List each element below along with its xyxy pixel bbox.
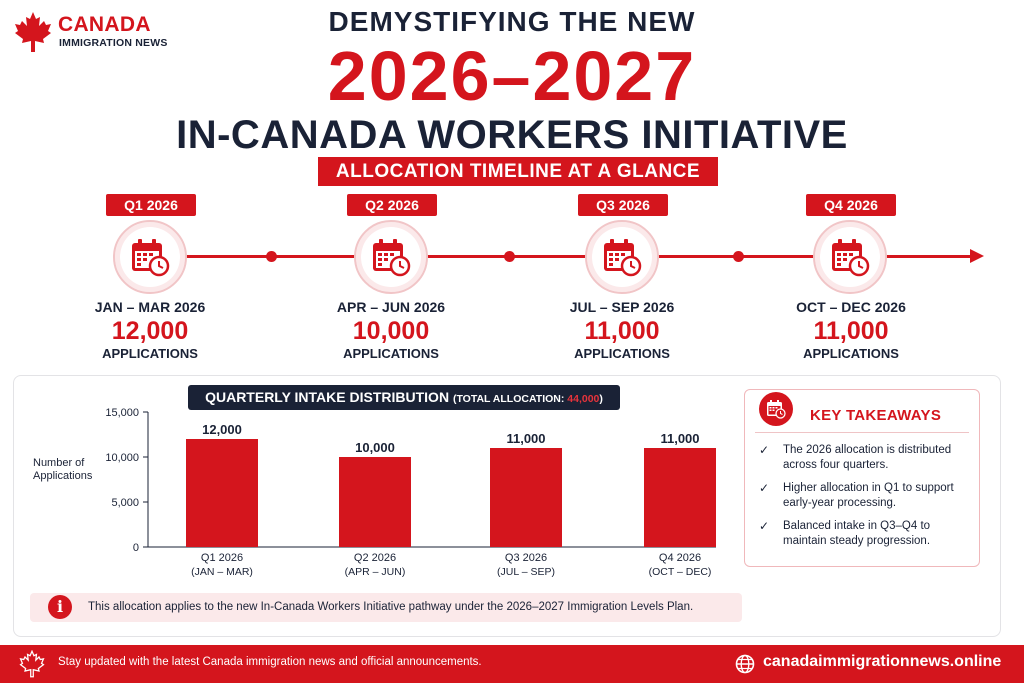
info-icon: i xyxy=(48,595,72,619)
quarter-range-q4: OCT – DEC 2026 xyxy=(796,299,906,315)
quarter-unit-q4: APPLICATIONS xyxy=(803,346,899,361)
maple-leaf-outline-icon xyxy=(19,650,45,678)
subtitle-banner: ALLOCATION TIMELINE AT A GLANCE xyxy=(318,157,718,186)
brand-subtitle: IMMIGRATION NEWS xyxy=(59,37,168,49)
headline-years: 2026–2027 xyxy=(327,37,697,115)
x-category-label: Q2 2026 xyxy=(354,552,396,564)
y-tick-label: 10,000 xyxy=(105,452,139,464)
y-ticks: 0 5,000 10,000 15,000 xyxy=(105,407,148,554)
bar-value-label: 12,000 xyxy=(202,422,242,437)
timeline-dot xyxy=(504,251,515,262)
quarter-range-q3: JUL – SEP 2026 xyxy=(569,299,675,315)
check-icon: ✓ xyxy=(759,481,770,495)
takeaway-line: Higher allocation in Q1 to support xyxy=(783,482,954,494)
timeline-arrow-icon xyxy=(970,249,984,263)
y-tick-label: 0 xyxy=(133,542,139,554)
quarter-calendar-q2 xyxy=(354,220,428,294)
takeaway-line: maintain steady progression. xyxy=(783,535,931,547)
takeaway-line: across four quarters. xyxy=(783,459,889,471)
quarter-calendar-q4 xyxy=(813,220,887,294)
timeline-dot xyxy=(733,251,744,262)
bar-chart: Number of Applications 0 5,000 10,000 15,00… xyxy=(33,407,716,578)
bar-value-label: 11,000 xyxy=(506,431,545,446)
y-tick-label: 5,000 xyxy=(111,497,139,509)
quarter-unit-q2: APPLICATIONS xyxy=(343,346,439,361)
quarter-unit-q3: APPLICATIONS xyxy=(574,346,670,361)
calendar-clock-icon xyxy=(373,239,411,277)
takeaways-divider xyxy=(755,432,969,433)
bar-2 xyxy=(339,457,411,547)
calendar-clock-icon xyxy=(832,239,870,277)
headline-top: DEMYSTIFYING THE NEW xyxy=(328,6,696,37)
takeaway-item: ✓ Balanced intake in Q3–Q4 to maintain st… xyxy=(759,519,973,549)
x-category-label: Q1 2026 xyxy=(201,552,243,564)
bar-3 xyxy=(490,448,562,547)
quarter-badge-q2: Q2 2026 xyxy=(347,194,437,216)
quarter-range-q2: APR – JUN 2026 xyxy=(336,299,446,315)
timeline-line xyxy=(148,255,974,258)
quarter-count-q3: 11,000 xyxy=(584,317,660,345)
takeaway-line: The 2026 allocation is distributed xyxy=(783,444,952,456)
bars: 12,000 Q1 2026 (JAN – MAR) 10,000 Q2 2026 (AP… xyxy=(186,422,716,578)
x-category-sublabel: (APR – JUN) xyxy=(345,566,406,578)
quarter-calendar-q1 xyxy=(113,220,187,294)
quarter-range-q1: JAN – MAR 2026 xyxy=(94,299,206,315)
y-axis-label-line2: Applications xyxy=(33,470,93,482)
x-category-label: Q4 2026 xyxy=(659,552,701,564)
key-takeaways-panel: KEY TAKEAWAYS ✓ The 2026 allocation is d… xyxy=(744,389,980,567)
calendar-clock-icon xyxy=(132,239,170,277)
maple-leaf-icon xyxy=(15,12,51,52)
bar-4 xyxy=(644,448,716,547)
chart-total-value: 44,000 xyxy=(567,393,600,405)
quarter-badge-q1: Q1 2026 xyxy=(106,194,196,216)
footer-text: Stay updated with the latest Canada immi… xyxy=(58,656,482,668)
takeaway-line: Balanced intake in Q3–Q4 to xyxy=(783,520,931,532)
globe-icon xyxy=(735,654,755,674)
calendar-clock-icon xyxy=(604,239,642,277)
bar-value-label: 11,000 xyxy=(660,431,699,446)
brand-name: CANADA xyxy=(58,13,151,36)
y-axis-label-line1: Number of xyxy=(33,457,85,469)
quarter-count-q4: 11,000 xyxy=(813,317,889,345)
footer-url-link[interactable]: canadaimmigrationnews.online xyxy=(763,653,1002,670)
takeaways-title: KEY TAKEAWAYS xyxy=(810,407,942,424)
x-category-sublabel: (OCT – DEC) xyxy=(649,566,712,578)
footer-bar: Stay updated with the latest Canada immi… xyxy=(0,645,1024,683)
brand-logo[interactable]: CANADA IMMIGRATION NEWS xyxy=(12,10,172,54)
bar-value-label: 10,000 xyxy=(355,440,395,455)
check-icon: ✓ xyxy=(759,519,770,533)
quarter-count-q2: 10,000 xyxy=(352,317,430,345)
headline-main: IN-CANADA WORKERS INITIATIVE xyxy=(176,113,848,157)
timeline-dot xyxy=(266,251,277,262)
takeaways-badge xyxy=(759,392,793,426)
chart-title: QUARTERLY INTAKE DISTRIBUTION xyxy=(205,389,450,405)
chart-header: QUARTERLY INTAKE DISTRIBUTION (TOTAL ALL… xyxy=(188,385,620,410)
x-category-label: Q3 2026 xyxy=(505,552,547,564)
bar-1 xyxy=(186,439,258,547)
x-category-sublabel: (JUL – SEP) xyxy=(497,566,555,578)
quarter-calendar-q3 xyxy=(585,220,659,294)
chart-total-suffix: ) xyxy=(599,393,603,405)
y-tick-label: 15,000 xyxy=(105,407,139,419)
quarter-badge-q3: Q3 2026 xyxy=(578,194,668,216)
check-icon: ✓ xyxy=(759,443,770,457)
note-text: This allocation applies to the new In-Ca… xyxy=(88,601,694,613)
takeaway-line: early-year processing. xyxy=(783,497,897,509)
quarter-count-q1: 12,000 xyxy=(111,317,189,345)
calendar-clock-icon xyxy=(767,400,786,419)
x-category-sublabel: (JAN – MAR) xyxy=(191,566,253,578)
quarter-badge-q4: Q4 2026 xyxy=(806,194,896,216)
chart-total-prefix: (TOTAL ALLOCATION: xyxy=(452,393,568,405)
takeaway-item: ✓ Higher allocation in Q1 to support earl… xyxy=(759,481,973,511)
takeaway-item: ✓ The 2026 allocation is distributed acro… xyxy=(759,443,973,473)
allocation-note: i This allocation applies to the new In-… xyxy=(30,593,742,622)
quarter-unit-q1: APPLICATIONS xyxy=(102,346,198,361)
